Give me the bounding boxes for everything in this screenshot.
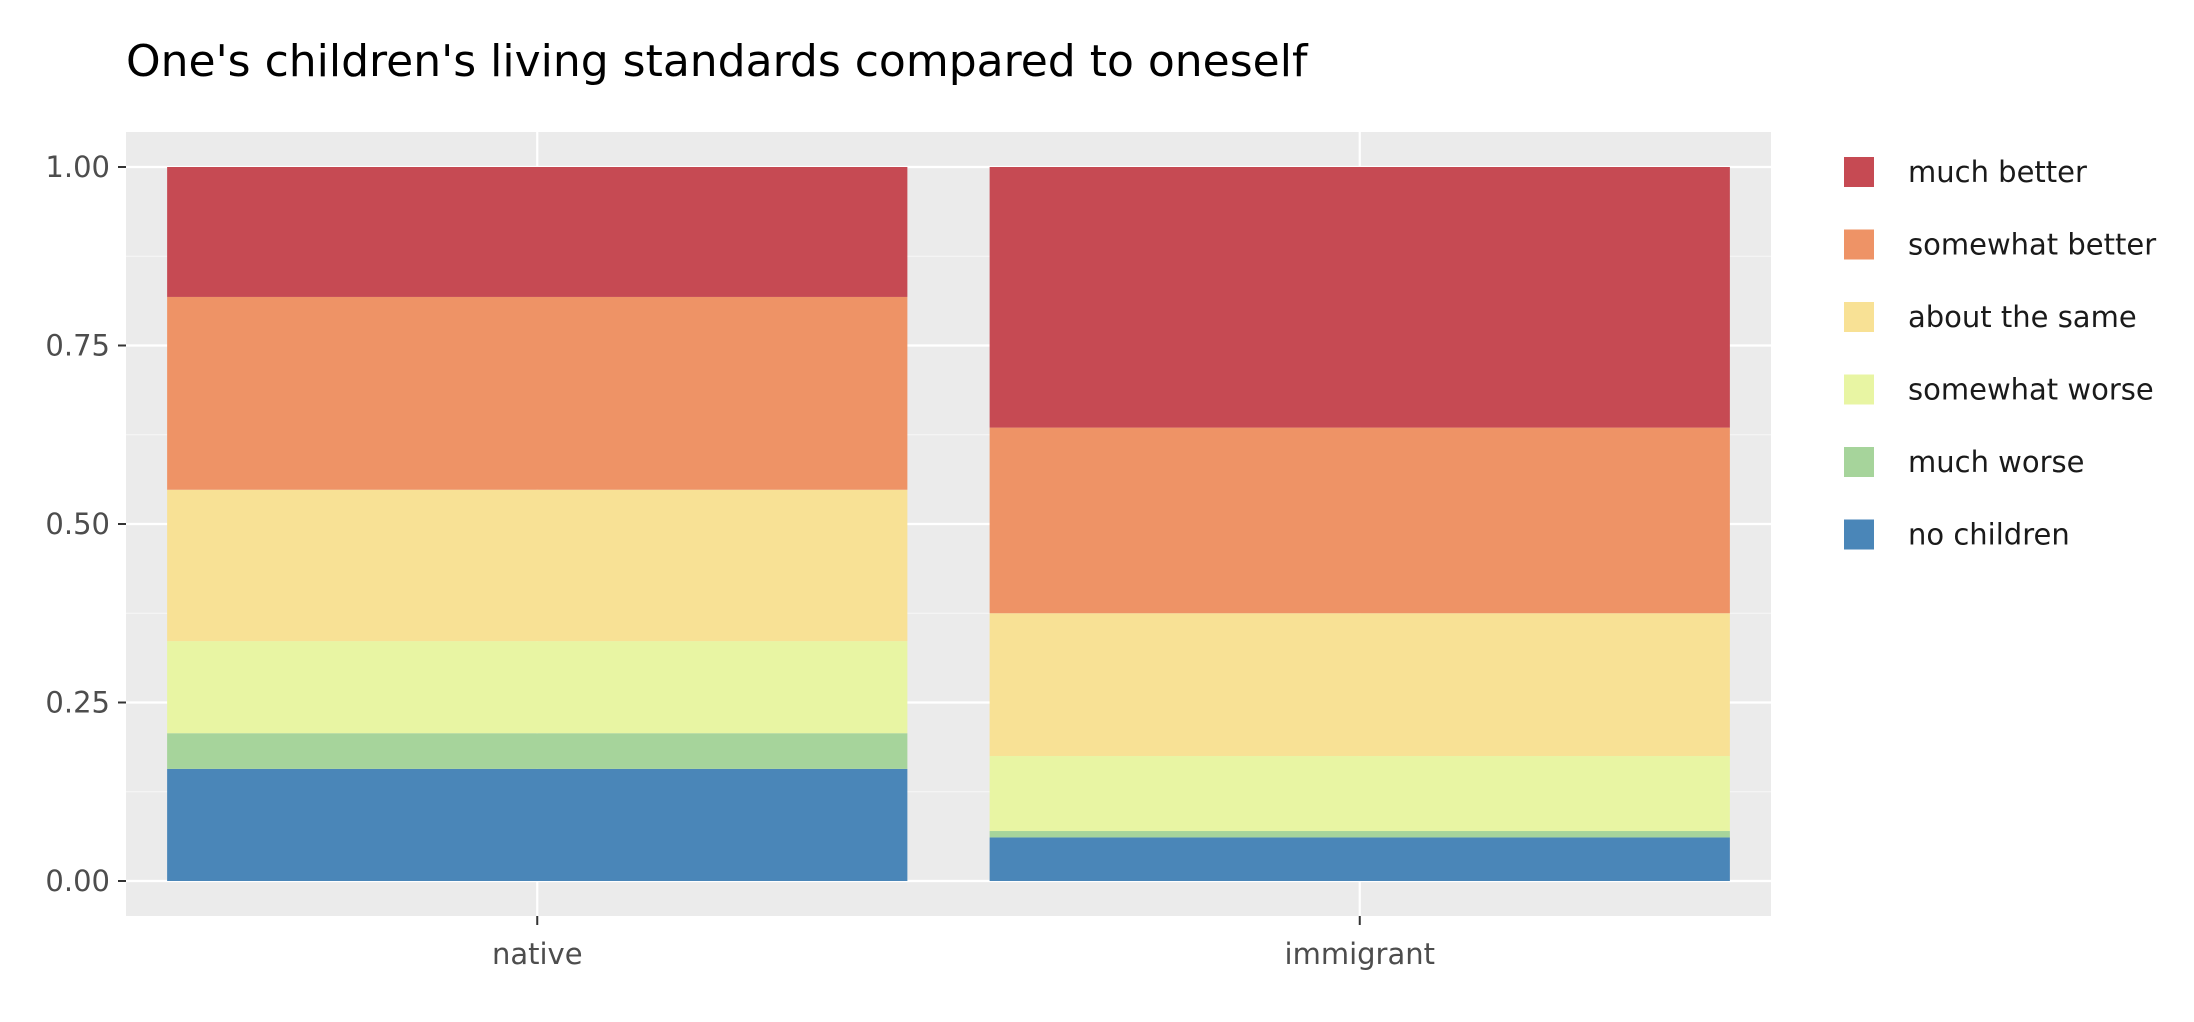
x-tick-label: immigrant (1285, 937, 1435, 971)
y-tick-label: 0.50 (45, 507, 110, 541)
legend-label: no children (1908, 518, 2070, 552)
legend-swatch (1844, 374, 1874, 405)
legend-label: somewhat worse (1908, 373, 2154, 407)
y-tick-label: 0.00 (45, 864, 110, 898)
chart-title: One's children's living standards compar… (126, 36, 1309, 87)
legend-label: much worse (1908, 445, 2085, 479)
legend-swatch (1844, 447, 1874, 477)
legend-swatch (1844, 157, 1874, 187)
y-tick-label: 0.75 (45, 329, 110, 363)
bar-segment (167, 296, 908, 490)
legend-swatch (1844, 519, 1874, 550)
bar-segment (989, 831, 1730, 838)
x-tick-label: native (492, 937, 583, 971)
bar-segment (167, 768, 908, 881)
bar-segment (989, 167, 1730, 428)
bar-segment (989, 756, 1730, 832)
y-tick-label: 0.25 (45, 686, 110, 720)
legend-label: much better (1908, 155, 2087, 189)
bar-segment (167, 733, 908, 769)
bar-segment (989, 427, 1730, 614)
bar-segment (989, 837, 1730, 881)
legend-swatch (1844, 229, 1874, 260)
bars (167, 167, 1730, 881)
axes: 0.00 0.25 0.50 0.75 1.00 native immigrant (45, 150, 1435, 971)
bar-segment (167, 167, 908, 297)
legend-swatch (1844, 302, 1874, 332)
legend: much better somewhat better about the same… (1844, 155, 2156, 552)
bar-segment (989, 613, 1730, 757)
y-tick-label: 1.00 (45, 150, 110, 184)
bar-segment (167, 641, 908, 734)
bar-segment (167, 489, 908, 642)
legend-label: somewhat better (1908, 228, 2156, 262)
legend-label: about the same (1908, 300, 2137, 334)
